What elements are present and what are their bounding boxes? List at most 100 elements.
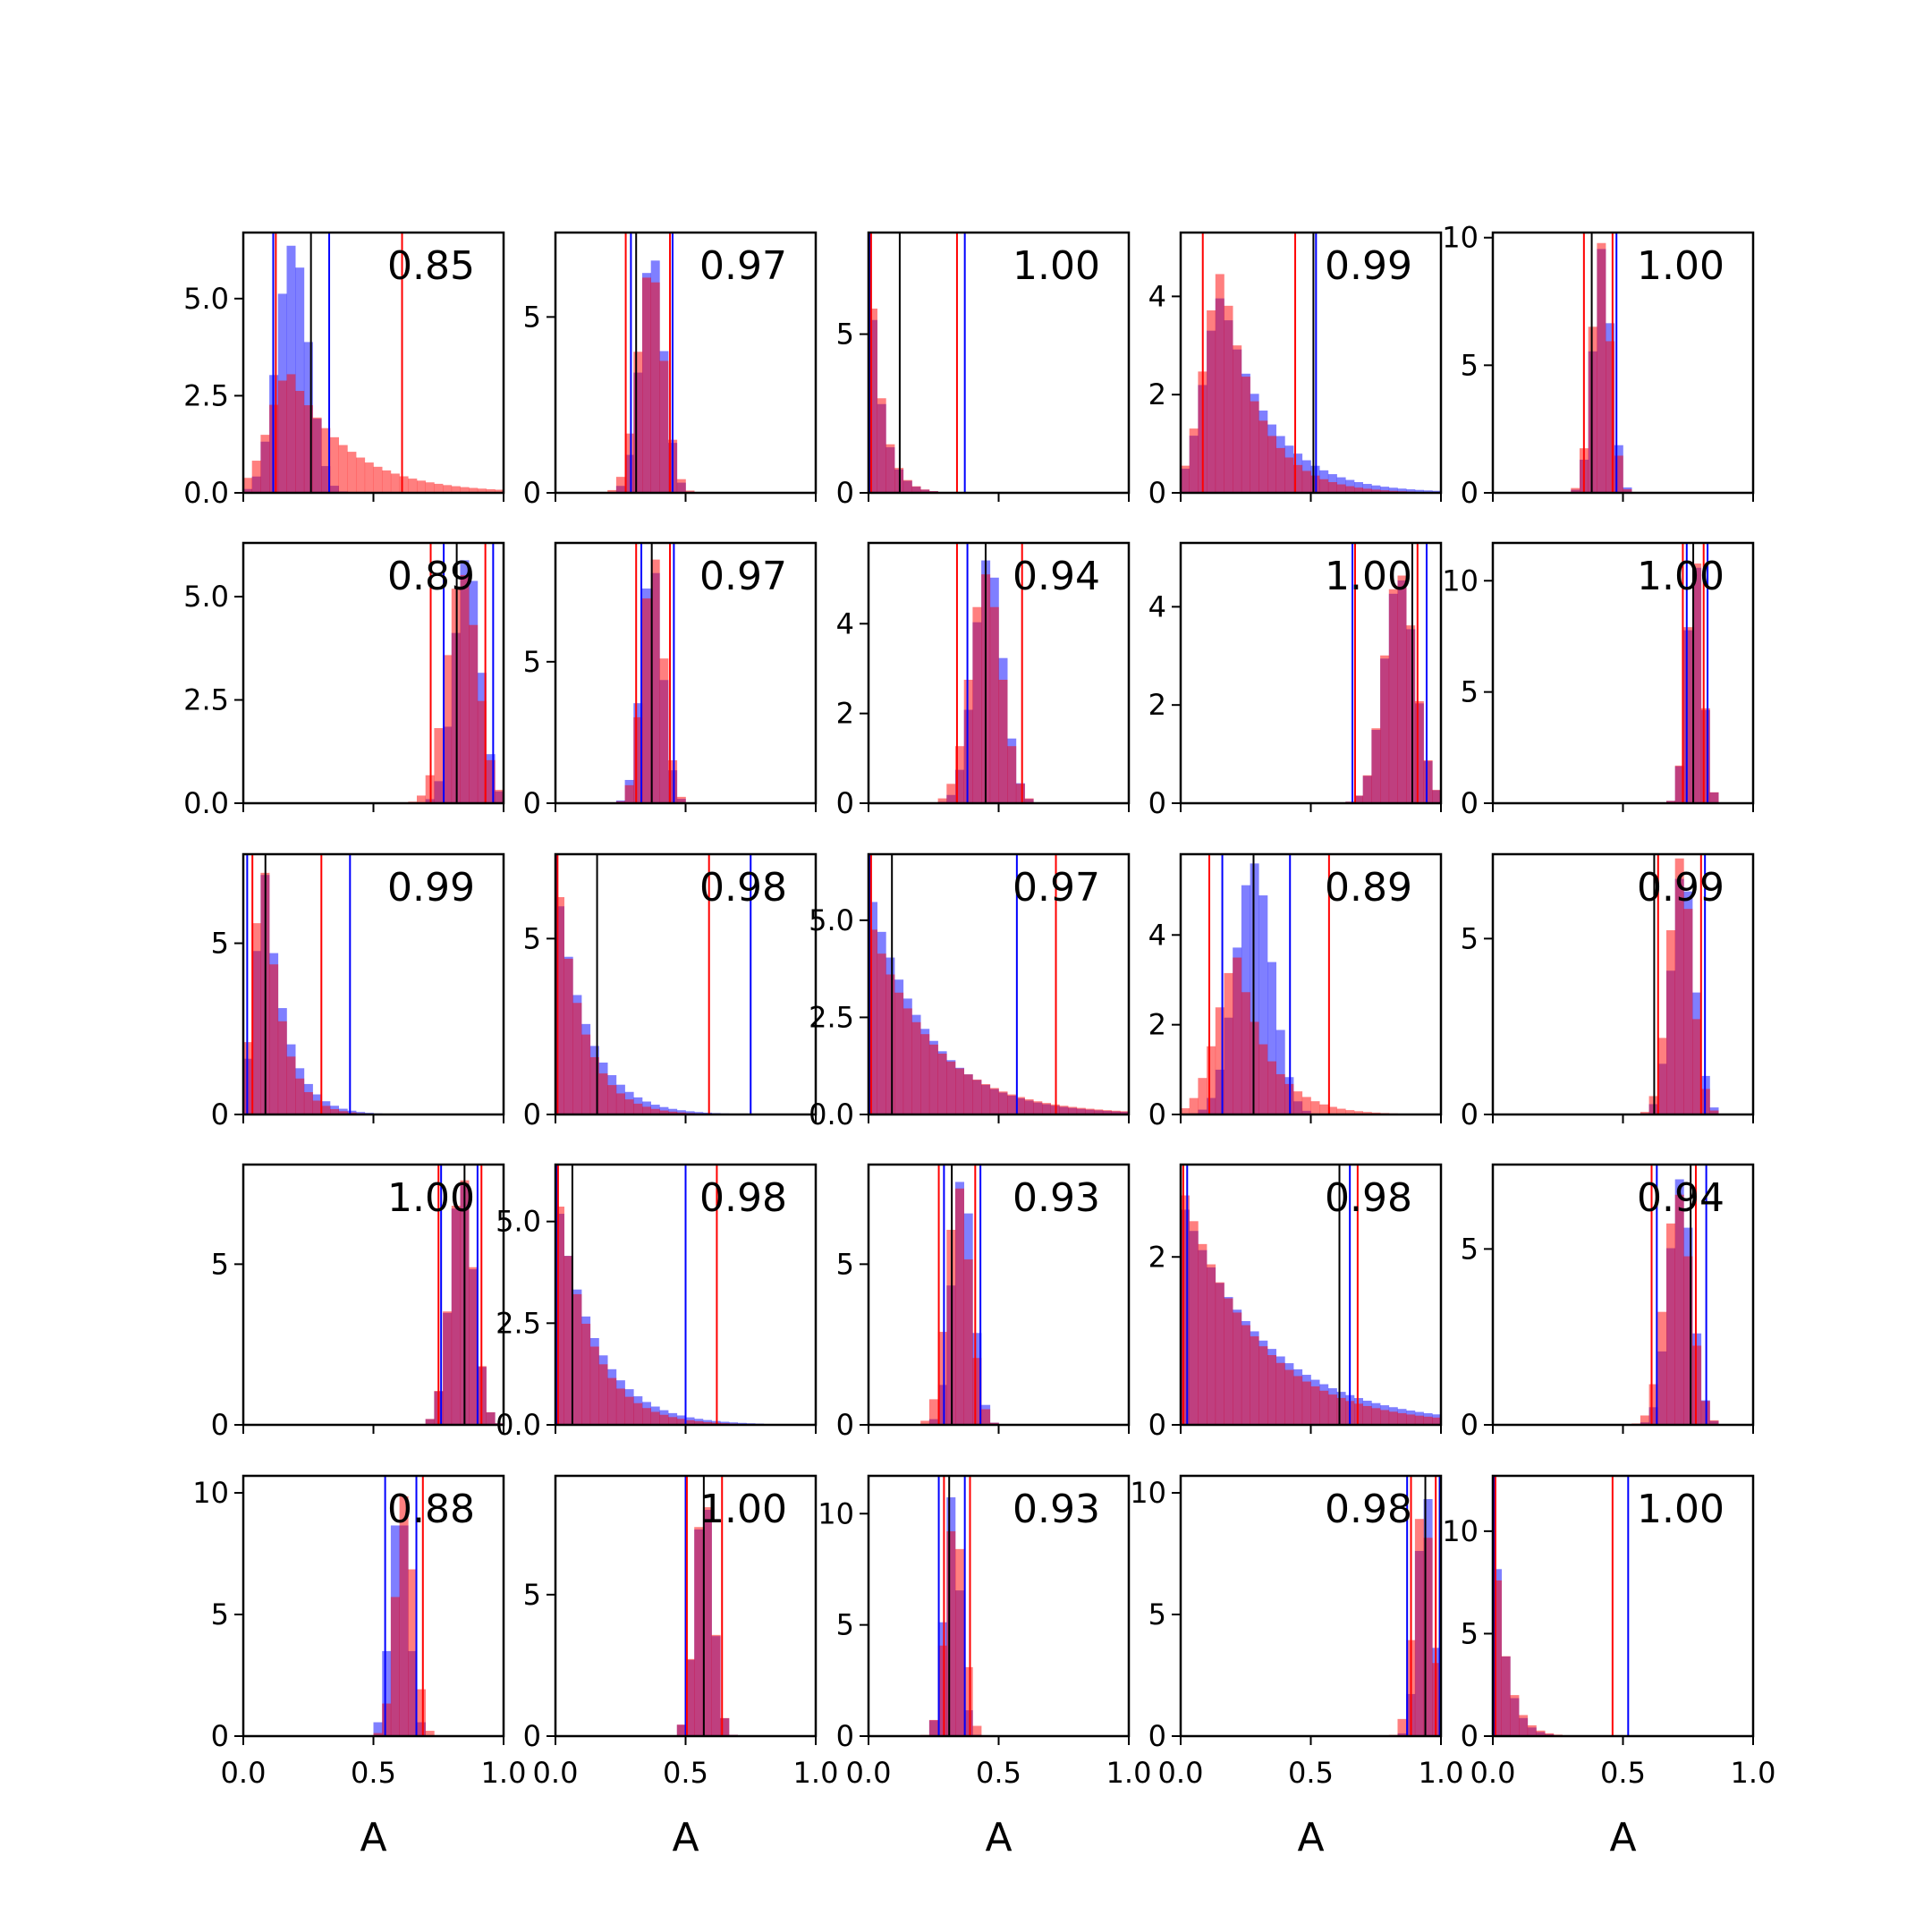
red-histogram-bar xyxy=(1397,575,1407,803)
blue-histogram-bar xyxy=(685,1111,695,1114)
panel-score-label: 0.88 xyxy=(387,1487,475,1532)
y-tick-label: 0 xyxy=(211,1719,229,1753)
red-histogram-bar xyxy=(598,1364,608,1425)
red-histogram-bar xyxy=(1033,1101,1043,1114)
red-histogram-bar xyxy=(1388,589,1398,803)
panel-7: 050.97 xyxy=(523,541,818,820)
red-histogram-bar xyxy=(1648,1384,1658,1425)
red-histogram-bar xyxy=(408,479,418,493)
red-histogram-bar xyxy=(390,473,400,493)
y-tick-label: 2 xyxy=(1148,688,1166,722)
panel-score-label: 0.93 xyxy=(1013,1487,1100,1532)
red-histogram-bar xyxy=(469,624,479,803)
y-tick-label: 5 xyxy=(1461,348,1479,382)
red-histogram-bar xyxy=(633,1402,643,1425)
red-histogram-bar xyxy=(1275,1362,1285,1425)
red-histogram-bar xyxy=(720,1717,730,1736)
red-histogram-bar xyxy=(1354,1403,1363,1425)
panel-2: 050.97 xyxy=(523,231,818,510)
blue-histogram-bar xyxy=(373,1722,383,1736)
panel-4: 0 2 4 0.99 xyxy=(1148,231,1443,510)
y-tick-label: 2 xyxy=(1148,1008,1166,1042)
blue-histogram-bar xyxy=(1423,490,1433,493)
red-histogram-bar xyxy=(650,559,660,803)
blue-histogram-bar xyxy=(1267,962,1276,1114)
red-histogram-bar xyxy=(382,470,392,493)
panel-score-label: 0.99 xyxy=(387,865,475,911)
blue-histogram-bar xyxy=(1397,488,1407,493)
panel-score-label: 0.98 xyxy=(1325,1175,1412,1221)
red-histogram-bar xyxy=(572,1003,582,1114)
red-histogram-bar xyxy=(1336,1108,1346,1114)
panel-score-label: 0.94 xyxy=(1013,554,1100,599)
red-histogram-bar xyxy=(286,374,296,493)
red-histogram-bar xyxy=(668,760,678,803)
red-histogram-bar xyxy=(589,1346,599,1425)
y-tick-label: 5 xyxy=(1461,675,1479,709)
red-histogram-bar xyxy=(624,1396,634,1425)
red-histogram-bar xyxy=(451,1206,461,1425)
red-histogram-bar xyxy=(243,478,252,493)
red-histogram-bar xyxy=(963,1666,973,1736)
red-histogram-bar xyxy=(1432,1663,1442,1736)
red-histogram-bar xyxy=(624,433,634,493)
blue-histogram-bar xyxy=(1258,895,1268,1114)
red-histogram-bar xyxy=(1241,992,1250,1114)
red-histogram-bar xyxy=(1692,563,1702,803)
red-histogram-bar xyxy=(1085,1108,1095,1114)
x-tick-label: 0.5 xyxy=(1288,1756,1334,1790)
y-tick-label: 2 xyxy=(1148,1240,1166,1274)
red-histogram-bar xyxy=(1423,759,1433,803)
x-tick-label: 0.5 xyxy=(351,1756,396,1790)
red-histogram-bar xyxy=(963,1259,973,1425)
red-histogram-bar xyxy=(581,1034,591,1114)
red-histogram-bar xyxy=(356,457,366,493)
red-histogram-bar xyxy=(451,486,461,493)
panel-score-label: 0.98 xyxy=(699,865,787,911)
red-histogram-bar xyxy=(434,483,444,493)
y-tick-label: 5.0 xyxy=(183,580,229,614)
blue-histogram-bar xyxy=(382,1650,392,1736)
red-histogram-bar xyxy=(495,489,504,493)
red-histogram-bar xyxy=(1354,1111,1363,1114)
red-histogram-bar xyxy=(946,1531,956,1736)
y-tick-label: 0 xyxy=(836,1719,854,1753)
red-histogram-bar xyxy=(1414,700,1424,803)
red-histogram-bar xyxy=(685,1658,695,1736)
red-histogram-bar xyxy=(1007,746,1017,803)
y-tick-label: 10 xyxy=(1442,564,1479,597)
red-histogram-bar xyxy=(955,1548,964,1736)
red-histogram-bar xyxy=(321,1106,331,1114)
red-histogram-bar xyxy=(1275,447,1285,493)
red-histogram-bar xyxy=(702,1507,712,1736)
red-histogram-bar xyxy=(1674,765,1684,803)
red-histogram-bar xyxy=(702,1421,712,1425)
red-histogram-bar xyxy=(1493,1580,1502,1736)
y-tick-label: 5 xyxy=(836,1608,854,1642)
red-histogram-bar xyxy=(676,1724,686,1736)
blue-histogram-bar xyxy=(1250,863,1259,1114)
y-tick-label: 2.5 xyxy=(809,1000,854,1034)
red-histogram-bar xyxy=(286,1056,296,1114)
y-tick-label: 0 xyxy=(1148,1719,1166,1753)
red-histogram-bar xyxy=(1198,1078,1208,1114)
red-histogram-bar xyxy=(1432,790,1442,803)
panel-score-label: 0.94 xyxy=(1637,1175,1724,1221)
red-histogram-bar xyxy=(1406,1414,1416,1425)
red-histogram-bar xyxy=(581,1323,591,1425)
red-histogram-bar xyxy=(963,1074,973,1114)
red-histogram-bar xyxy=(1015,1097,1025,1114)
panel-score-label: 0.93 xyxy=(1013,1175,1100,1221)
red-histogram-bar xyxy=(1345,486,1355,493)
red-histogram-bar xyxy=(1284,457,1294,493)
y-tick-label: 0.0 xyxy=(496,1408,541,1442)
red-histogram-bar xyxy=(425,482,435,493)
panel-score-label: 0.97 xyxy=(1013,865,1100,911)
y-tick-label: 5 xyxy=(211,927,229,961)
red-histogram-bar xyxy=(955,746,964,803)
panel-11: 050.99 xyxy=(211,852,505,1131)
red-histogram-bar xyxy=(928,1719,938,1736)
red-histogram-bar xyxy=(937,1332,947,1425)
red-histogram-bar xyxy=(1258,420,1268,493)
red-histogram-bar xyxy=(1709,1110,1719,1114)
